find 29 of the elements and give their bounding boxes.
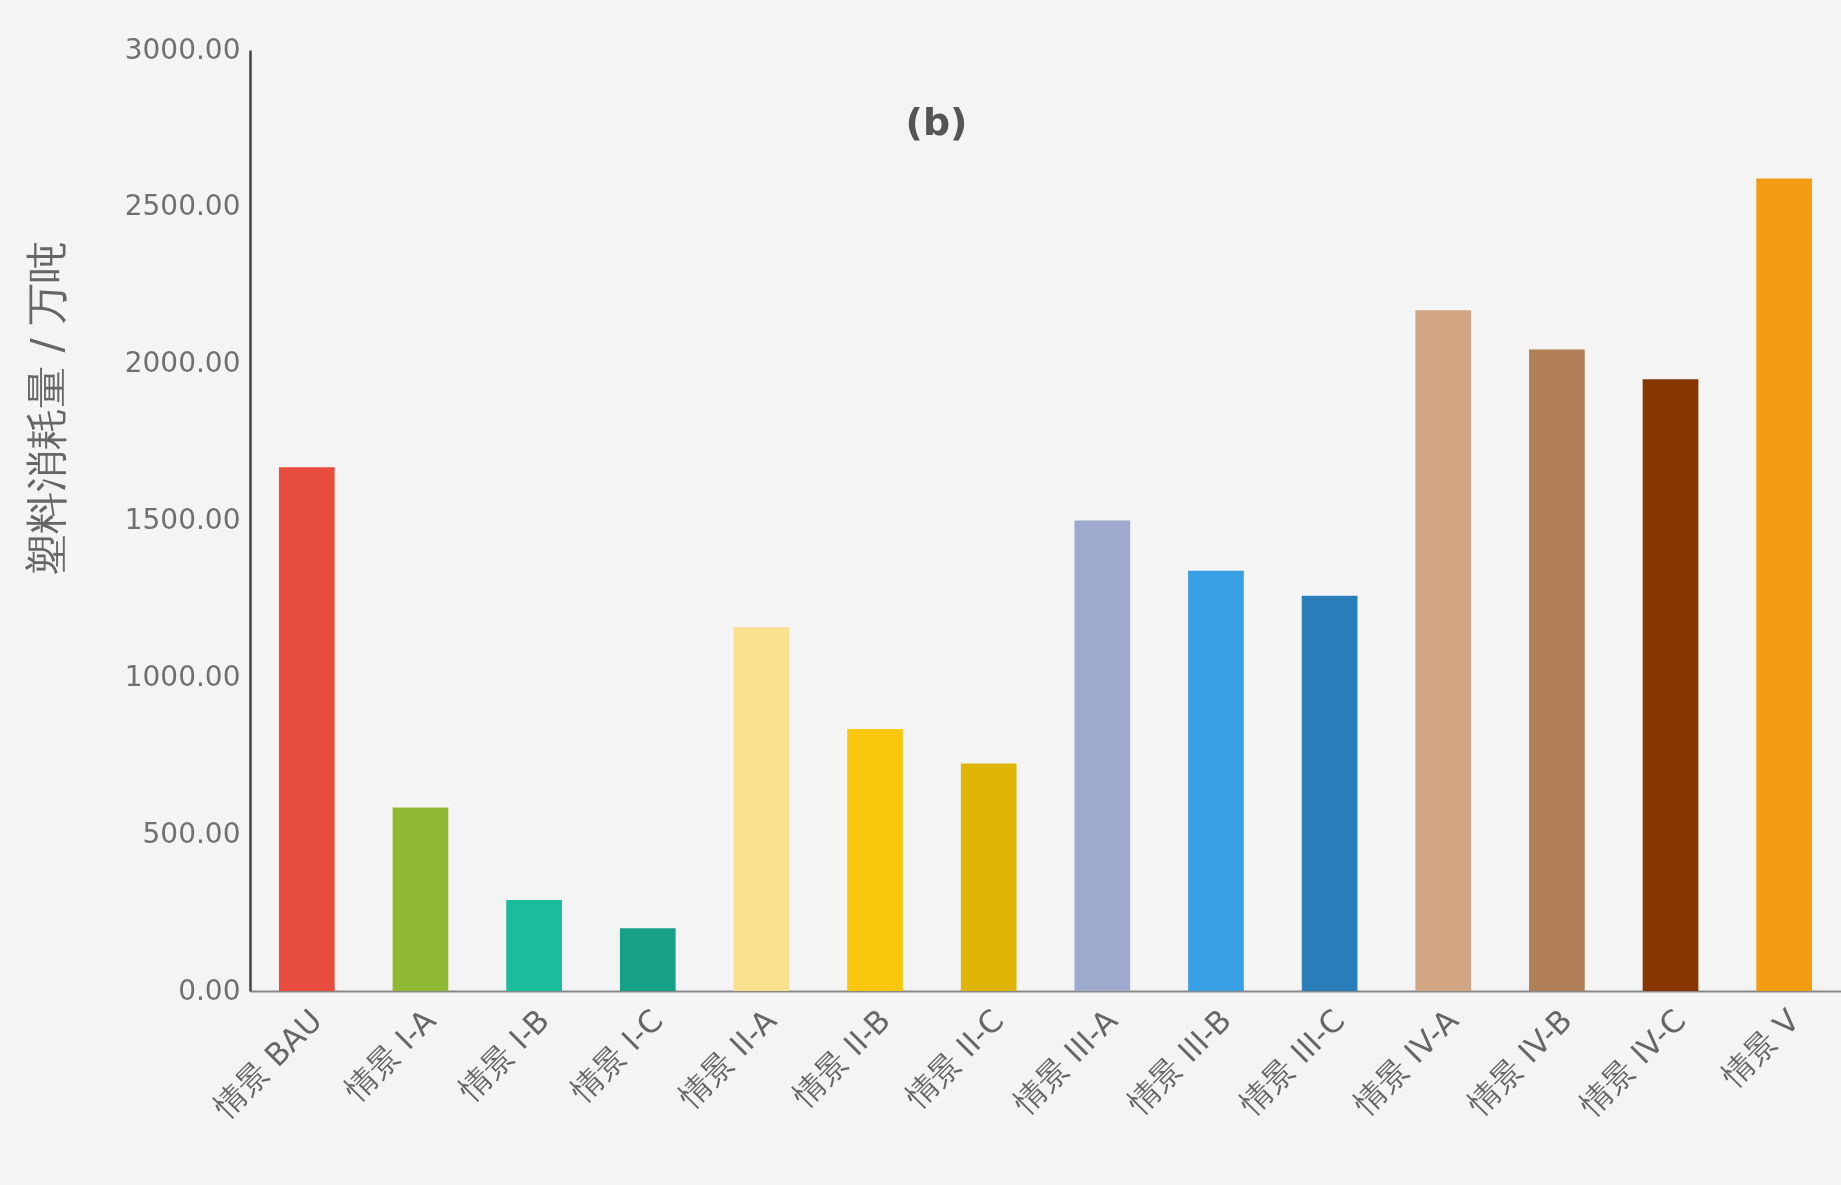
x-tick-label: 情景 V	[1714, 1001, 1807, 1094]
bar	[1529, 349, 1585, 991]
bar	[1301, 595, 1358, 991]
x-tick-label: 情景 II-B	[784, 1001, 897, 1115]
x-tick-label: 情景 I-A	[336, 1001, 443, 1108]
y-tick-label: 1000.00	[124, 659, 241, 693]
y-tick-label: 3000.00	[124, 32, 241, 66]
y-tick-label: 2500.00	[124, 189, 241, 223]
bar	[1415, 310, 1472, 991]
y-tick-label: 500.00	[142, 816, 241, 850]
bar	[278, 467, 335, 991]
bar	[1074, 520, 1131, 991]
text: (b)	[905, 100, 968, 144]
bar	[1756, 178, 1813, 991]
bar	[392, 807, 449, 991]
y-tick-label: 2000.00	[124, 346, 241, 380]
x-tick-label: 情景 I-C	[563, 1001, 670, 1109]
y-axis-title: 塑料消耗量 / 万吨	[21, 241, 71, 576]
bar	[960, 763, 1017, 991]
bar	[733, 627, 790, 991]
bar	[1188, 570, 1244, 991]
y-tick-label: 0.00	[178, 973, 241, 1007]
bar	[1642, 379, 1699, 991]
x-tick-label: 情景 I-B	[450, 1001, 557, 1108]
bar	[619, 928, 676, 991]
x-tick-label: 情景 II-A	[670, 1001, 784, 1115]
bar	[506, 900, 562, 991]
bar	[847, 729, 903, 991]
y-tick-label: 1500.00	[124, 503, 241, 536]
